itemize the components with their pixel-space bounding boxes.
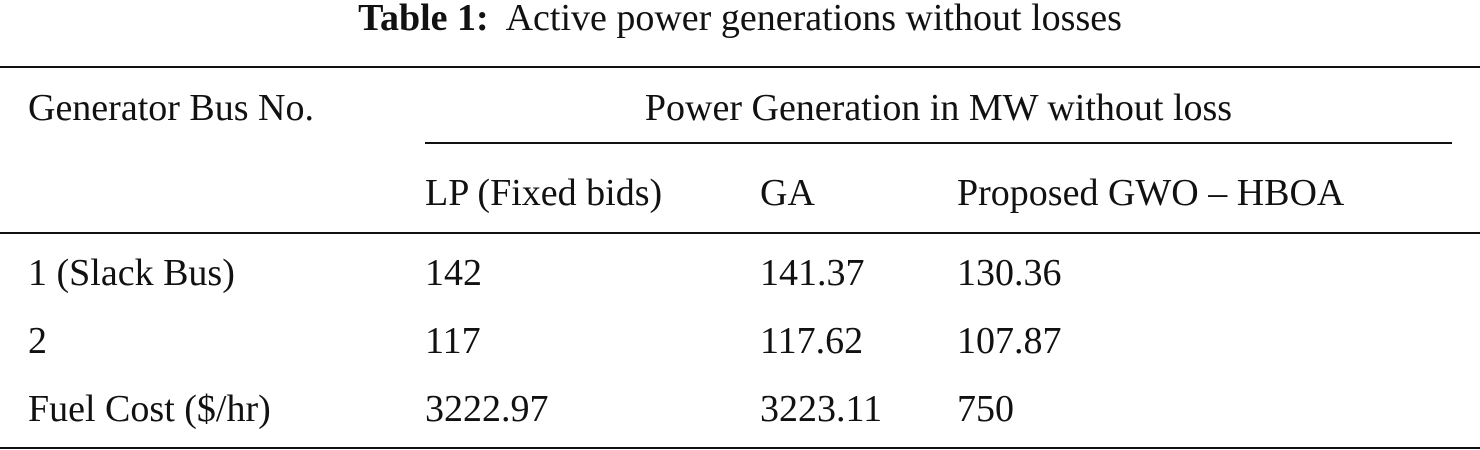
cell: 130.36 (957, 252, 1062, 294)
row-label: 2 (28, 320, 47, 362)
cell: 142 (425, 252, 482, 294)
subheader: Proposed GWO – HBOA (957, 172, 1345, 214)
cell: 107.87 (957, 320, 1062, 362)
cell: 117 (425, 320, 481, 362)
cell: 141.37 (760, 252, 865, 294)
caption-text: Active power generations without losses (505, 0, 1122, 39)
cell: 3223.11 (760, 388, 883, 430)
row-label: Fuel Cost ($/hr) (28, 388, 271, 430)
mid-rule (0, 232, 1480, 234)
cell: 3222.97 (425, 388, 549, 430)
table-caption: Table 1: Active power generations withou… (0, 0, 1480, 38)
subheader: LP (Fixed bids) (425, 172, 663, 214)
column-header: Generator Bus No. (28, 87, 314, 129)
group-rule (425, 142, 1452, 144)
row-label: 1 (Slack Bus) (28, 252, 235, 294)
bottom-rule (0, 447, 1480, 449)
top-rule (0, 66, 1480, 68)
caption-label: Table 1: (358, 0, 489, 39)
cell: 750 (957, 388, 1014, 430)
group-header: Power Generation in MW without loss (644, 87, 1233, 129)
subheader: GA (760, 172, 815, 214)
cell: 117.62 (760, 320, 864, 362)
